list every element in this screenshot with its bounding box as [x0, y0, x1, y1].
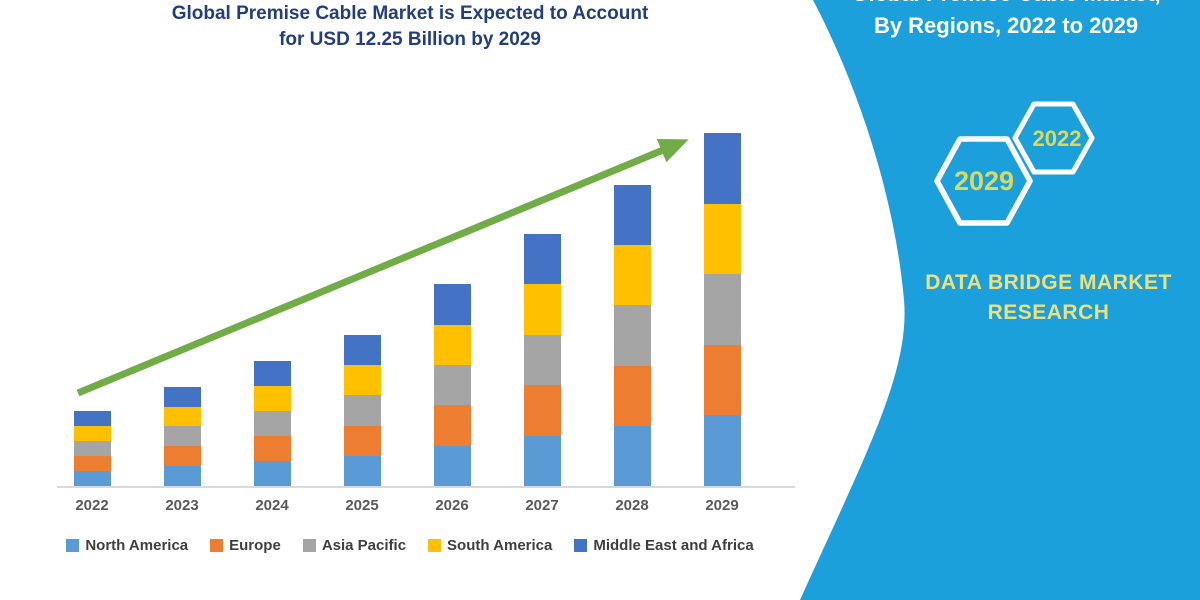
legend-swatch-icon	[66, 539, 80, 552]
bar-segment-asia-pacific	[703, 274, 741, 345]
legend-item-asia-pacific: Asia Pacific	[302, 537, 407, 554]
legend-item-south-america: South America	[428, 537, 552, 554]
bar-segment-middle-east-and-africa	[703, 133, 741, 204]
bar-segment-north-america	[523, 435, 561, 486]
x-axis-line	[57, 486, 795, 488]
bar-segment-south-america	[73, 426, 111, 442]
x-axis-label-2025: 2025	[345, 497, 379, 514]
bar-segment-north-america	[163, 466, 201, 486]
bar-segment-middle-east-and-africa	[523, 234, 561, 285]
x-axis-label-2027: 2027	[525, 497, 559, 514]
bar-segment-south-america	[613, 245, 651, 306]
legend-swatch-icon	[302, 539, 316, 552]
legend-label: Europe	[229, 537, 281, 554]
bar-2028	[613, 185, 651, 486]
legend-swatch-icon	[210, 539, 224, 552]
panel-title: Global Premise Cable Market, By Regions,…	[846, 0, 1166, 42]
bar-segment-south-america	[343, 365, 381, 396]
legend-swatch-icon	[574, 539, 588, 552]
bar-segment-north-america	[343, 455, 381, 486]
legend-item-north-america: North America	[66, 537, 188, 554]
bar-2027	[523, 234, 561, 486]
legend-label: North America	[85, 537, 189, 554]
bar-segment-europe	[73, 456, 111, 472]
x-axis-label-2028: 2028	[615, 497, 649, 514]
brand-text: DATA BRIDGE MARKET RESEARCH	[906, 268, 1191, 328]
legend-item-middle-east-and-africa: Middle East and Africa	[574, 537, 754, 554]
bar-segment-europe	[613, 365, 651, 426]
brand-line2: RESEARCH	[987, 301, 1110, 324]
bar-segment-asia-pacific	[613, 305, 651, 366]
bar-segment-europe	[523, 385, 561, 436]
hexagon-2022-label: 2022	[1032, 126, 1082, 151]
hexagon-2029-label: 2029	[953, 166, 1015, 196]
bar-segment-europe	[433, 405, 471, 446]
bar-segment-asia-pacific	[433, 365, 471, 406]
bar-2024	[253, 360, 291, 486]
legend-label: Asia Pacific	[321, 537, 407, 554]
bar-2022	[73, 411, 111, 486]
panel-title-line1: Global Premise Cable Market,	[846, 0, 1166, 10]
bar-2029	[703, 133, 741, 486]
bar-segment-asia-pacific	[343, 395, 381, 426]
bar-segment-south-america	[163, 406, 201, 427]
bar-segment-north-america	[253, 460, 291, 486]
bar-2026	[433, 284, 471, 486]
bar-segment-middle-east-and-africa	[613, 185, 651, 246]
bar-segment-asia-pacific	[523, 334, 561, 386]
bar-segment-north-america	[433, 445, 471, 486]
bar-segment-south-america	[253, 385, 291, 411]
bar-segment-south-america	[523, 284, 561, 335]
legend: North America Europe Asia Pacific South Ame…	[0, 537, 820, 554]
chart-title: Global Premise Cable Market is Expected …	[0, 1, 820, 53]
bar-segment-asia-pacific	[73, 441, 111, 457]
bar-segment-middle-east-and-africa	[163, 386, 201, 407]
bar-segment-asia-pacific	[163, 426, 201, 447]
brand-line1: DATA BRIDGE MARKET	[925, 271, 1172, 294]
x-axis-label-2022: 2022	[75, 497, 109, 514]
legend-label: Middle East and Africa	[593, 537, 754, 554]
legend-label: South America	[447, 537, 553, 554]
bar-2023	[163, 386, 201, 486]
legend-item-europe: Europe	[210, 537, 281, 554]
bar-segment-north-america	[703, 415, 741, 486]
bar-segment-europe	[703, 344, 741, 416]
bar-segment-asia-pacific	[253, 410, 291, 436]
x-axis-label-2029: 2029	[705, 497, 739, 514]
legend-swatch-icon	[428, 539, 442, 552]
bar-segment-north-america	[73, 471, 111, 486]
bar-2025	[343, 334, 381, 486]
bar-segment-middle-east-and-africa	[253, 360, 291, 386]
bar-segment-europe	[343, 425, 381, 456]
panel-title-line2: By Regions, 2022 to 2029	[873, 13, 1139, 38]
bar-segment-europe	[163, 446, 201, 467]
bar-segment-middle-east-and-africa	[433, 284, 471, 325]
chart-title-line1: Global Premise Cable Market is Expected …	[171, 3, 649, 24]
bar-segment-south-america	[433, 324, 471, 366]
bar-segment-north-america	[613, 425, 651, 486]
bar-segment-south-america	[703, 203, 741, 275]
x-axis-label-2023: 2023	[165, 497, 199, 514]
bar-segment-europe	[253, 435, 291, 461]
x-axis-label-2026: 2026	[435, 497, 469, 514]
bar-segment-middle-east-and-africa	[73, 411, 111, 427]
bar-segment-middle-east-and-africa	[343, 334, 381, 366]
x-axis-label-2024: 2024	[255, 497, 289, 514]
chart-title-line2: for USD 12.25 Billion by 2029	[279, 29, 541, 50]
